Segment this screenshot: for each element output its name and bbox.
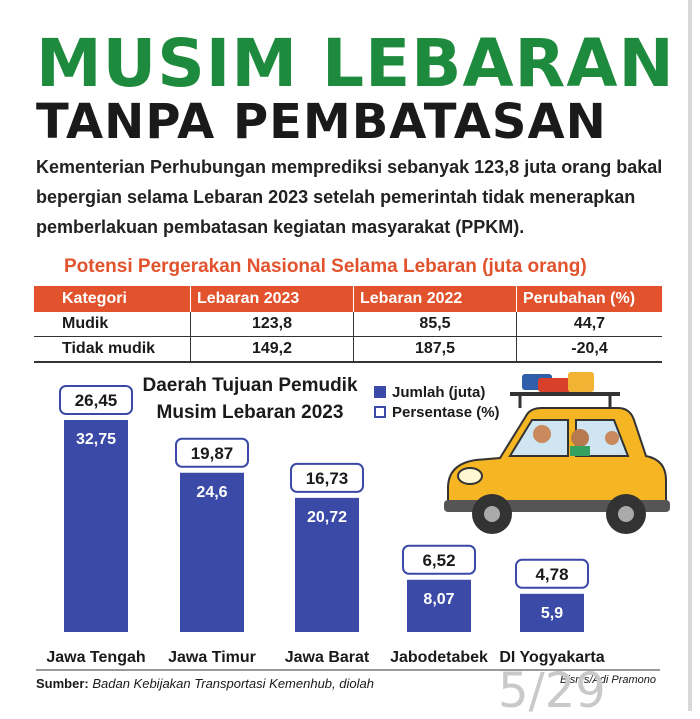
percent-callout-box	[290, 462, 364, 493]
legend-item: Jumlah (juta)	[374, 382, 500, 402]
intro-paragraph: Kementerian Perhubungan memprediksi seba…	[36, 157, 663, 237]
source-label: Sumber:	[36, 676, 89, 691]
bar-value-label: 8,07	[423, 591, 454, 608]
bar-value-label: 24,6	[196, 484, 227, 501]
table-header-cell: Lebaran 2022	[353, 286, 517, 312]
source-text: Badan Kebijakan Transportasi Kemenhub, d…	[88, 676, 374, 691]
page-number: 5/29	[498, 663, 606, 719]
table-cell: 85,5	[353, 312, 517, 337]
table-cell: Tidak mudik	[34, 336, 191, 363]
main-title: MUSIM LEBARAN	[36, 25, 675, 102]
table-cell: 44,7	[516, 312, 662, 337]
table-cell: -20,4	[516, 336, 662, 363]
percent-label: 6,52	[422, 551, 455, 570]
chart-legend: Jumlah (juta) Persentase (%)	[374, 382, 500, 422]
percent-label: 19,87	[191, 444, 234, 463]
percent-callout-box	[515, 558, 589, 589]
legend-label: Persentase (%)	[392, 403, 500, 421]
table-row: Mudik 123,8 85,5 44,7	[34, 312, 662, 337]
table-header-cell: Kategori	[34, 286, 191, 312]
source-note: Sumber: Badan Kebijakan Transportasi Kem…	[36, 676, 374, 691]
category-label: Jawa Tengah	[46, 649, 145, 666]
bar-value-label: 5,9	[541, 605, 563, 622]
percent-callout-box	[59, 385, 133, 415]
mobility-table: Kategori Lebaran 2023 Lebaran 2022 Perub…	[34, 286, 662, 363]
table-cell: Mudik	[34, 312, 191, 337]
bar	[64, 420, 128, 632]
table-title: Potensi Pergerakan Nasional Selama Lebar…	[64, 256, 587, 277]
category-label: Jawa Barat	[285, 649, 370, 666]
percent-label: 16,73	[306, 469, 349, 488]
bar	[520, 593, 584, 632]
legend-item: Persentase (%)	[374, 402, 500, 422]
table-header-cell: Perubahan (%)	[516, 286, 662, 312]
chart-title: Daerah Tujuan Pemudik Musim Lebaran 2023	[142, 375, 358, 423]
credit-text: Bisnis/Adi Pramono	[560, 674, 656, 686]
bar-value-label: 20,72	[307, 509, 347, 526]
bar	[407, 579, 471, 632]
legend-label: Jumlah (juta)	[392, 383, 486, 401]
bar-value-label: 32,75	[76, 431, 116, 448]
table-cell: 123,8	[190, 312, 354, 337]
bar	[180, 472, 244, 632]
table-cell: 187,5	[353, 336, 517, 363]
table-header-cell: Lebaran 2023	[190, 286, 354, 312]
table-row: Tidak mudik 149,2 187,5 -20,4	[34, 336, 662, 363]
legend-swatch-outline	[374, 406, 386, 418]
bar	[295, 497, 359, 632]
category-label: Jawa Timur	[168, 649, 256, 666]
table-header-row: Kategori Lebaran 2023 Lebaran 2022 Perub…	[34, 286, 662, 312]
percent-label: 4,78	[535, 565, 568, 584]
legend-swatch-filled	[374, 386, 386, 398]
table-cell: 149,2	[190, 336, 354, 363]
category-label: Jabodetabek	[390, 649, 488, 666]
main-subtitle: TANPA PEMBATASAN	[36, 94, 607, 150]
percent-label: 26,45	[75, 391, 118, 410]
percent-callout-box	[175, 437, 249, 468]
percent-callout-box	[402, 544, 476, 575]
car-family-icon	[444, 372, 670, 534]
category-label: DI Yogyakarta	[499, 649, 604, 666]
